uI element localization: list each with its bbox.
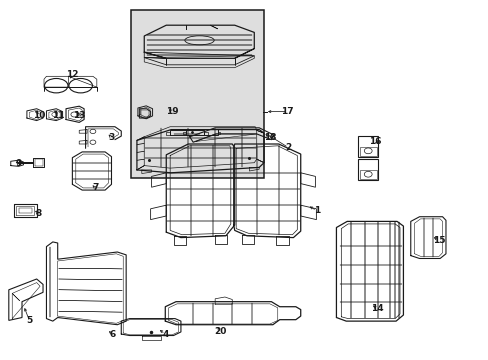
Text: 7: 7 [92,184,99,192]
Text: 8: 8 [35,209,41,218]
Text: 3: 3 [108,133,114,142]
Text: 5: 5 [26,316,32,325]
Text: 16: 16 [368,136,381,145]
Bar [357,136,378,157]
Text: 17: 17 [281,107,293,116]
Text: 4: 4 [162,330,168,338]
Text: 9: 9 [15,159,22,168]
Bar [357,159,378,180]
Text: 10: 10 [33,111,45,120]
Text: 14: 14 [370,305,383,313]
Text: 20: 20 [213,327,226,336]
Bar [359,147,376,156]
Text: 2: 2 [285,143,291,152]
Text: 11: 11 [52,111,65,120]
Text: 19: 19 [165,107,178,116]
Text: 18: 18 [263,133,276,142]
Bar [185,129,217,135]
Text: 6: 6 [109,330,115,338]
Bar [359,170,376,179]
Bar [131,10,264,178]
Text: 1: 1 [313,206,319,215]
Text: 15: 15 [432,236,445,245]
Text: 12: 12 [66,71,79,79]
Text: 13: 13 [73,111,85,120]
